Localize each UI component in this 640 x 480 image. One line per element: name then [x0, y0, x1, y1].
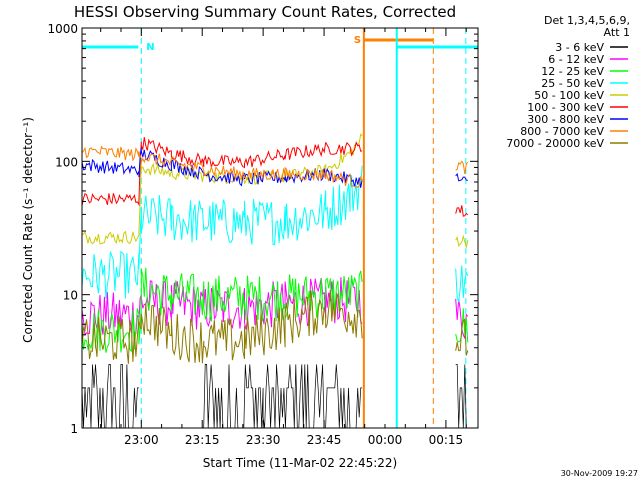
- series-line-4-segment-1: [81, 165, 363, 299]
- x-tick-label-3: 23:45: [307, 433, 342, 447]
- legend-label-3: 12 - 25 keV: [541, 65, 604, 78]
- legend-header-line-1: Det 1,3,4,5,6,9,: [544, 14, 630, 27]
- series-line-8-segment-2: [455, 160, 469, 175]
- legend-label-8: 800 - 7000 keV: [520, 125, 604, 138]
- legend-label-9: 7000 - 20000 keV: [506, 137, 604, 150]
- x-tick-label-5: 00:15: [429, 433, 464, 447]
- series-line-4-segment-2: [455, 265, 469, 303]
- legend-label-6: 100 - 300 keV: [527, 101, 604, 114]
- legend-label-1: 3 - 6 keV: [555, 41, 604, 54]
- series-line-6-segment-2: [455, 205, 469, 217]
- legend-label-2: 6 - 12 keV: [548, 53, 604, 66]
- legend-label-5: 50 - 100 keV: [534, 89, 604, 102]
- series-line-1-segment-2: [202, 364, 363, 429]
- x-tick-label-1: 23:15: [185, 433, 220, 447]
- series-line-1-segment-1: [81, 364, 139, 429]
- legend-label-7: 300 - 800 keV: [527, 113, 604, 126]
- chart-title: HESSI Observing Summary Count Rates, Cor…: [74, 3, 456, 21]
- plot-area: N S 1 10 100 1000 23:00 23:15 23:30 23:45 00:00 00:…: [47, 22, 628, 447]
- x-tick-label-0: 23:00: [124, 433, 159, 447]
- series-line-7-segment-2: [455, 172, 468, 182]
- x-tick-label-4: 00:00: [368, 433, 403, 447]
- series-line-6-segment-1: [81, 137, 363, 207]
- y-tick-label-3: 1000: [47, 22, 78, 36]
- series-line-5-segment-2: [455, 234, 469, 248]
- saa-flag-label: S: [354, 35, 361, 46]
- timestamp-footer: 30-Nov-2009 19:27: [561, 469, 638, 478]
- y-tick-label-0: 1: [70, 422, 78, 436]
- series-line-1-segment-3: [455, 364, 468, 429]
- legend-label-4: 25 - 50 keV: [541, 77, 604, 90]
- legend-header-line-2: Att 1: [604, 26, 630, 39]
- night-flag-label: N: [146, 42, 154, 53]
- series-line-3-segment-1: [81, 267, 363, 353]
- y-axis-label: Corrected Count Rate (s⁻¹ detector⁻¹): [21, 117, 35, 343]
- series-line-8-segment-1: [81, 145, 363, 188]
- y-tick-label-1: 10: [63, 289, 78, 303]
- series-line-9-segment-1: [81, 289, 363, 364]
- y-tick-label-2: 100: [55, 155, 78, 169]
- plot-frame: [81, 27, 479, 429]
- x-tick-label-2: 23:30: [246, 433, 281, 447]
- x-axis-label: Start Time (11-Mar-02 22:45:22): [203, 456, 397, 470]
- series-line-9-segment-2: [455, 318, 469, 356]
